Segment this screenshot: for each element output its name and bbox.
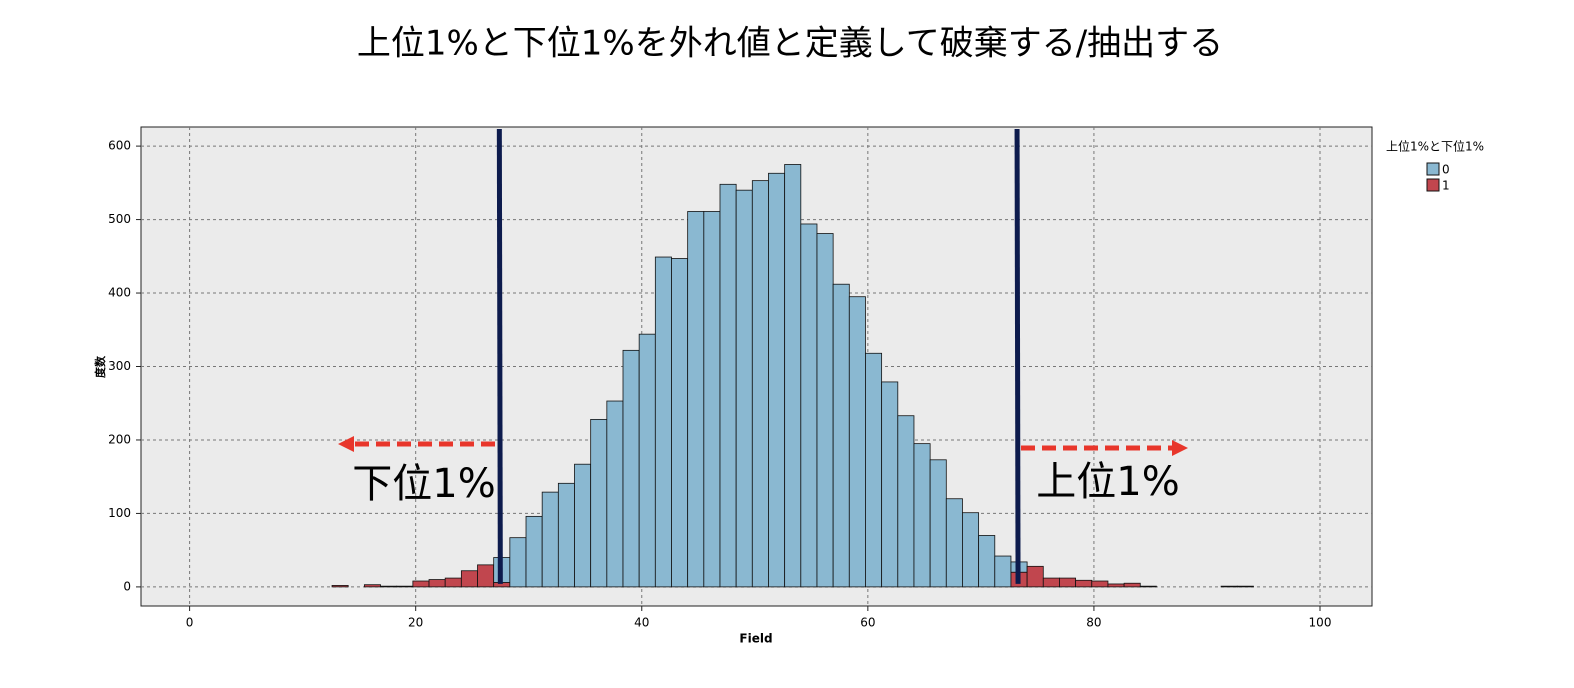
bar — [428, 579, 446, 588]
bar — [913, 443, 931, 588]
legend-label: 1 — [1442, 179, 1450, 193]
x-axis-label: Field — [739, 632, 772, 646]
bar — [412, 580, 430, 588]
bar — [1042, 577, 1060, 588]
bar — [396, 585, 414, 588]
bar — [380, 585, 398, 588]
legend-swatch — [1426, 162, 1440, 176]
bar — [509, 537, 527, 588]
bar — [638, 333, 656, 588]
arrows — [338, 436, 1188, 456]
y-axis-label: 度数 — [93, 355, 107, 378]
bar — [1075, 579, 1093, 588]
y-tick-label: 200 — [108, 432, 131, 446]
y-tick-label: 600 — [108, 139, 131, 153]
bar — [929, 459, 947, 588]
bar — [735, 189, 753, 588]
bar — [460, 570, 478, 588]
y-tick-label: 500 — [108, 212, 131, 226]
x-tick-label: 20 — [408, 616, 423, 630]
bar — [994, 555, 1012, 588]
bar — [687, 211, 705, 588]
arrow-head — [338, 436, 354, 452]
chart-title: 上位1%と下位1%を外れ値と定義して破棄する/抽出する — [357, 24, 1223, 64]
bar — [606, 400, 624, 588]
bar — [897, 415, 915, 588]
x-tick-label: 100 — [1309, 616, 1332, 630]
bar — [331, 585, 349, 588]
y-tick-label: 100 — [108, 506, 131, 520]
x-tick-label: 40 — [634, 616, 649, 630]
bar — [525, 515, 543, 588]
bar — [978, 535, 996, 588]
reference-line — [496, 128, 503, 584]
bar — [671, 258, 689, 588]
bar — [832, 283, 850, 588]
y-tick-label: 400 — [108, 286, 131, 300]
bar — [881, 381, 899, 588]
annotation: 下位1% — [352, 461, 495, 507]
bar — [654, 256, 672, 588]
bar — [865, 352, 883, 588]
bar — [719, 183, 737, 588]
bar — [1059, 577, 1077, 588]
x-tick-label: 0 — [186, 616, 194, 630]
bar — [1026, 565, 1044, 588]
bar — [622, 349, 640, 588]
bar — [574, 463, 592, 588]
x-tick-label: 60 — [860, 616, 875, 630]
bar — [703, 211, 721, 588]
bar — [1220, 585, 1238, 588]
bar — [784, 164, 802, 588]
reference-line — [1014, 128, 1021, 584]
bar — [477, 564, 495, 588]
bar — [1091, 580, 1109, 588]
bar — [590, 418, 608, 588]
legend-title: 上位1%と下位1% — [1386, 139, 1484, 154]
legend-swatch — [1426, 178, 1440, 192]
bar — [816, 233, 834, 588]
y-tick-label: 0 — [123, 579, 131, 593]
legend-label: 0 — [1442, 163, 1450, 177]
y-tick-label: 300 — [108, 359, 131, 373]
bar — [848, 296, 866, 588]
bar — [800, 223, 818, 588]
bar — [541, 491, 559, 588]
x-tick-label: 80 — [1086, 616, 1101, 630]
bar — [1123, 582, 1141, 588]
bar — [751, 180, 769, 588]
bar — [1236, 585, 1254, 588]
bar — [945, 498, 963, 588]
bar — [1139, 585, 1157, 588]
annotation: 上位1% — [1036, 459, 1179, 505]
arrow-head — [1172, 440, 1188, 456]
bar — [363, 584, 381, 588]
bar — [557, 482, 575, 588]
bar — [768, 172, 786, 588]
bar — [1107, 583, 1125, 588]
bar — [444, 577, 462, 588]
bar — [962, 512, 980, 588]
